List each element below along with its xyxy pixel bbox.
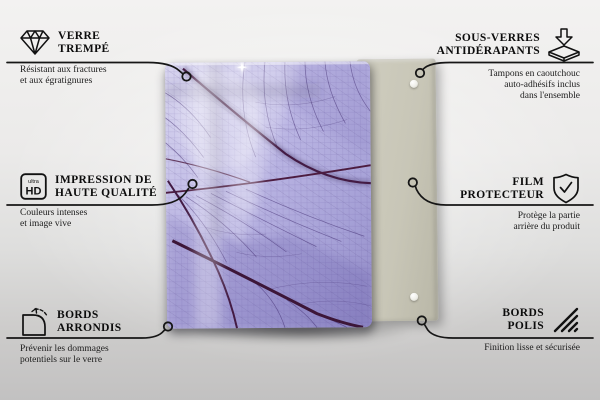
callout-film-protecteur: FILM PROTECTEUR Protège la partie arrièr… — [395, 173, 580, 233]
callout-sous-verres-antiderapants: SOUS-VERRES ANTIDÉRAPANTS Tampons en cao… — [395, 28, 580, 102]
rubber-pad — [410, 292, 419, 301]
callout-description: Couleurs intenses et image vive — [20, 208, 88, 229]
diamond-icon — [20, 29, 50, 56]
callout-title: VERRE TREMPÉ — [58, 29, 110, 55]
callout-description: Tampons en caoutchouc auto-adhésifs incl… — [488, 69, 580, 101]
polished-edge-icon — [552, 307, 580, 333]
anti-slip-pad-icon — [548, 28, 580, 62]
leaf-pattern-image — [164, 61, 373, 329]
callout-title: BORDS POLIS — [502, 307, 544, 332]
callout-title: FILM PROTECTEUR — [460, 175, 544, 201]
svg-text:HD: HD — [26, 186, 42, 198]
callout-description: Finition lisse et sécurisée — [484, 343, 580, 353]
callout-title: BORDS ARRONDIS — [57, 308, 122, 334]
shield-check-icon — [552, 173, 580, 204]
callout-impression-haute-qualite: ultra HD IMPRESSION DE HAUTE QUALITÉ Cou… — [20, 173, 190, 230]
callout-bords-arrondis: BORDS ARRONDIS Prévenir les dommages pot… — [20, 307, 195, 366]
glass-panel — [164, 61, 373, 329]
callout-verre-trempe: VERRE TREMPÉ Résistant aux fractures et … — [20, 29, 190, 87]
sparkle-highlight — [232, 61, 251, 77]
svg-text:ultra: ultra — [28, 179, 40, 185]
callout-title: SOUS-VERRES ANTIDÉRAPANTS — [436, 32, 540, 57]
callout-title: IMPRESSION DE HAUTE QUALITÉ — [55, 173, 158, 199]
rounded-corner-icon — [20, 307, 49, 336]
callout-bords-polis: BORDS POLIS Finition lisse et sécurisée — [395, 307, 580, 354]
callout-description: Prévenir les dommages potentiels sur le … — [20, 344, 109, 365]
callout-description: Résistant aux fractures et aux égratignu… — [20, 65, 107, 86]
callout-description: Protège la partie arrière du produit — [513, 211, 580, 232]
ultra-hd-icon: ultra HD — [20, 173, 47, 200]
